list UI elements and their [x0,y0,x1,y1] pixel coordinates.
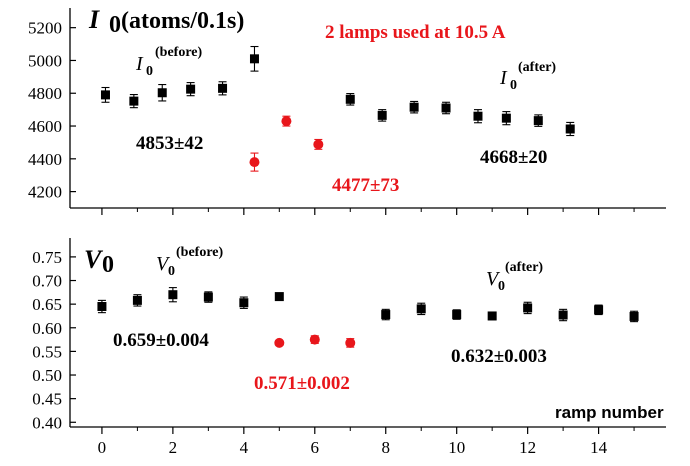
top-y-tick-label: 4200 [28,183,62,202]
top-point-square [501,113,511,123]
top-y-tick-label: 4800 [28,84,62,103]
top-y-tick-label: 5200 [28,19,62,38]
bottom-point-square [203,292,213,302]
top-y-tick-label: 4400 [28,150,62,169]
bottom-y-tick-label: 0.65 [32,295,62,314]
bottom-after-sub: 0 [498,279,505,294]
top-point-square [249,54,259,64]
bottom-before-value: 0.659±0.004 [113,330,209,351]
top-x-ticks [101,208,635,215]
bottom-point-square [629,311,639,321]
top-panel: 4200 4400 4600 4800 5000 5200 I 0 (atoms/0.1s… [28,5,666,215]
bottom-point-square [416,304,426,314]
bottom-y-tick-label: 0.50 [32,366,62,385]
bottom-point-circle [309,334,320,345]
x-tick-label: 2 [169,438,178,457]
bottom-after-value: 0.632±0.003 [451,346,547,367]
top-panel-unit: (atoms/0.1s) [121,8,244,34]
bottom-before-symbol: V [156,253,171,275]
bottom-point-square [452,310,462,320]
bottom-panel-symbol: V [84,245,104,274]
top-data-marks [100,45,575,172]
top-after-sub: 0 [510,78,517,93]
x-tick-label: 14 [590,438,608,457]
top-after-value: 4668±20 [480,147,547,168]
top-after-symbol: I [499,67,508,89]
top-point-square [157,88,167,98]
bottom-point-square [239,298,249,308]
bottom-point-square [381,310,391,320]
bottom-point-square [487,311,497,321]
top-red-value: 4477±73 [332,175,399,196]
top-before-sub: 0 [146,64,153,79]
bottom-after-sup: (after) [505,260,543,275]
bottom-point-square [132,295,142,305]
top-before-value: 4853±42 [136,133,203,154]
x-tick-label: 6 [311,438,320,457]
bottom-before-sup: (before) [176,245,223,260]
top-point-circle [249,157,260,168]
top-point-square [473,111,483,121]
top-before-symbol: I [135,53,144,75]
top-point-square [565,124,575,134]
lamp-note: 2 lamps used at 10.5 A [325,22,506,43]
bottom-y-tick-label: 0.40 [32,413,62,432]
x-tick-label: 12 [519,438,536,457]
bottom-x-ticks: 0 2 4 6 8 10 12 14 [98,427,635,457]
bottom-panel-subscript: 0 [102,252,114,278]
top-panel-symbol: I [88,5,100,34]
bottom-point-square [97,302,107,312]
top-y-tick-label: 4600 [28,117,62,136]
top-point-square [377,110,387,120]
bottom-point-square [274,292,284,302]
bottom-y-tick-label: 0.75 [32,248,62,267]
top-point-square [345,94,355,104]
bottom-red-value: 0.571±0.002 [254,373,350,394]
top-before-sup: (before) [155,45,202,60]
bottom-after-symbol: V [486,268,501,290]
bottom-point-circle [274,337,285,348]
top-point-square [186,84,196,94]
bottom-data-marks [97,287,639,348]
top-point-square [218,83,228,93]
top-y-tick-label: 5000 [28,51,62,70]
top-point-square [129,96,139,106]
top-y-ticks: 4200 4400 4600 4800 5000 5200 [28,19,76,202]
bottom-point-square [168,290,178,300]
top-point-square [533,116,543,126]
bottom-y-tick-label: 0.70 [32,272,62,291]
x-tick-label: 8 [381,438,390,457]
bottom-y-tick-label: 0.60 [32,319,62,338]
top-point-square [441,103,451,113]
x-tick-label: 0 [98,438,107,457]
x-tick-label: 10 [448,438,465,457]
bottom-point-square [523,303,533,313]
bottom-point-square [558,310,568,320]
bottom-point-circle [345,337,356,348]
top-point-circle [281,116,292,127]
x-tick-label: 4 [240,438,249,457]
bottom-y-tick-label: 0.45 [32,390,62,409]
bottom-y-ticks: 0.40 0.45 0.50 0.55 0.60 0.65 0.70 0.75 [32,248,76,432]
top-point-square [100,90,110,100]
top-point-circle [313,139,324,150]
top-after-sup: (after) [518,60,556,75]
top-panel-subscript: 0 [109,12,121,38]
x-axis-label: ramp number [555,403,664,422]
bottom-y-tick-label: 0.55 [32,342,62,361]
top-point-square [409,102,419,112]
bottom-point-square [594,305,604,315]
bottom-before-sub: 0 [168,264,175,279]
bottom-panel: 0.40 0.45 0.50 0.55 0.60 0.65 0.70 0.75 0 2 4 6 8 10… [32,238,666,457]
